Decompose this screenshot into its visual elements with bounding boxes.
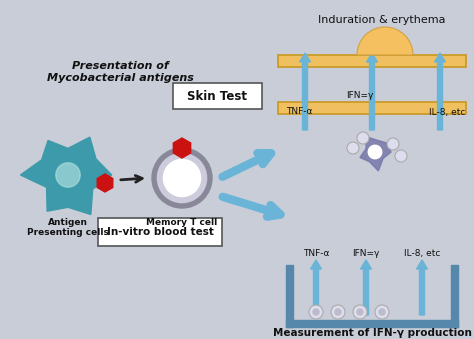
Circle shape — [395, 150, 407, 162]
Text: Antigen
Presenting cells: Antigen Presenting cells — [27, 218, 109, 237]
Text: IL-8, etc: IL-8, etc — [404, 249, 440, 258]
Circle shape — [309, 305, 323, 319]
Circle shape — [387, 138, 399, 150]
Circle shape — [357, 309, 363, 315]
Circle shape — [335, 309, 341, 315]
Bar — [451, 265, 458, 327]
Circle shape — [368, 145, 382, 159]
Circle shape — [347, 142, 359, 154]
Text: IFN=γ: IFN=γ — [352, 249, 380, 258]
FancyArrow shape — [361, 260, 372, 315]
Circle shape — [313, 309, 319, 315]
Circle shape — [353, 305, 367, 319]
Circle shape — [152, 148, 212, 208]
FancyArrow shape — [366, 53, 377, 130]
FancyArrow shape — [435, 53, 446, 130]
Text: IFN=γ: IFN=γ — [346, 92, 374, 100]
Polygon shape — [360, 137, 391, 171]
Text: Presentation of
Mycobacterial antigens: Presentation of Mycobacterial antigens — [46, 61, 193, 83]
FancyArrow shape — [300, 53, 310, 130]
Polygon shape — [20, 137, 112, 215]
Circle shape — [357, 132, 369, 144]
Text: In-vitro blood test: In-vitro blood test — [107, 227, 213, 237]
Text: TNF-α: TNF-α — [286, 107, 312, 117]
Text: Induration & erythema: Induration & erythema — [318, 15, 446, 25]
Polygon shape — [173, 138, 191, 158]
Circle shape — [331, 305, 345, 319]
Bar — [278, 102, 466, 114]
FancyArrow shape — [310, 260, 321, 315]
FancyArrow shape — [417, 260, 428, 315]
Text: TNF-α: TNF-α — [303, 249, 329, 258]
FancyBboxPatch shape — [98, 218, 222, 246]
Polygon shape — [97, 174, 113, 192]
Text: IL-8, etc: IL-8, etc — [428, 107, 465, 117]
Bar — [278, 55, 466, 67]
Circle shape — [164, 159, 201, 197]
FancyBboxPatch shape — [173, 83, 262, 109]
Bar — [286, 265, 293, 327]
Circle shape — [375, 305, 389, 319]
Circle shape — [379, 309, 385, 315]
Circle shape — [157, 154, 207, 203]
Circle shape — [56, 163, 80, 187]
Text: Measurement of IFN-γ production: Measurement of IFN-γ production — [273, 328, 472, 338]
Text: Skin Test: Skin Test — [187, 89, 247, 102]
Wedge shape — [357, 27, 413, 55]
Bar — [286, 320, 458, 327]
Text: Memory T cell: Memory T cell — [146, 218, 218, 227]
